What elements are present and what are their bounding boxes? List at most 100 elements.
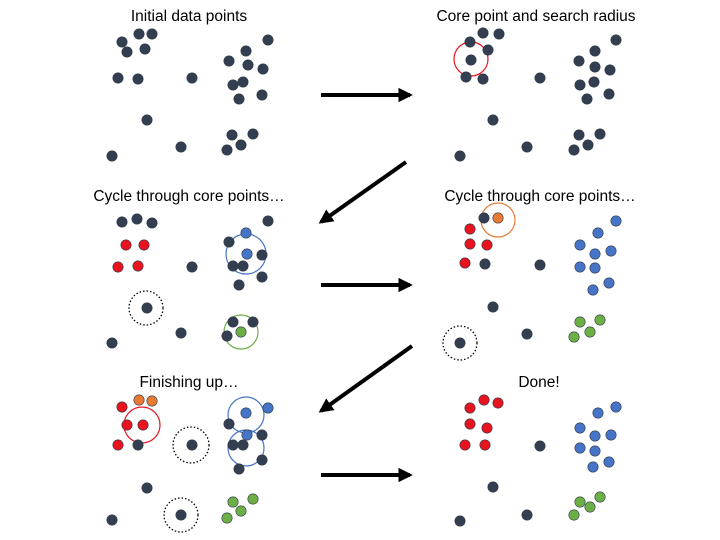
data-point	[262, 215, 274, 227]
data-point	[573, 129, 585, 141]
data-point	[175, 327, 187, 339]
data-point	[492, 212, 504, 224]
data-point	[477, 73, 489, 85]
data-point	[479, 258, 491, 270]
data-point	[132, 73, 144, 85]
data-point	[132, 260, 144, 272]
data-point	[478, 394, 490, 406]
data-point	[464, 223, 476, 235]
data-point	[256, 89, 268, 101]
data-point	[256, 271, 268, 283]
data-point	[464, 418, 476, 430]
data-point	[479, 439, 491, 451]
points-core-point	[454, 27, 622, 162]
data-point	[235, 139, 247, 151]
data-point	[237, 439, 249, 451]
data-point	[589, 45, 601, 57]
data-point	[574, 442, 586, 454]
data-point	[587, 284, 599, 296]
data-point	[227, 439, 239, 451]
data-point	[603, 88, 615, 100]
data-point	[256, 454, 268, 466]
data-point	[237, 76, 249, 88]
data-point	[589, 430, 601, 442]
data-point	[141, 302, 153, 314]
panel-title-finishing: Finishing up…	[139, 374, 238, 391]
data-point	[233, 463, 245, 475]
data-point	[146, 395, 158, 407]
data-point	[146, 28, 158, 40]
data-point	[464, 402, 476, 414]
data-point	[132, 439, 144, 451]
data-point	[257, 63, 269, 75]
panel-title-done: Done!	[518, 374, 559, 391]
data-point	[237, 260, 249, 272]
data-point	[454, 515, 466, 527]
data-point	[610, 401, 622, 413]
data-point	[233, 93, 245, 105]
panel-title-initial: Initial data points	[131, 8, 248, 25]
data-point	[186, 261, 198, 273]
data-point	[574, 422, 586, 434]
data-point	[227, 260, 239, 272]
data-point	[465, 54, 477, 66]
data-point	[139, 43, 151, 55]
data-point	[588, 76, 600, 88]
data-point	[223, 236, 235, 248]
noise-check-ring	[128, 290, 164, 326]
data-point	[106, 337, 118, 349]
data-point	[240, 407, 252, 419]
data-point	[574, 261, 586, 273]
data-point	[138, 239, 150, 251]
data-point	[106, 514, 118, 526]
data-point	[481, 239, 493, 251]
data-point	[605, 429, 617, 441]
data-point	[478, 212, 490, 224]
data-point	[487, 114, 499, 126]
data-point	[227, 496, 239, 508]
data-point	[464, 36, 476, 48]
data-point	[221, 330, 233, 342]
noise-check-ring	[163, 497, 199, 533]
points-initial	[106, 28, 274, 162]
data-point	[492, 397, 504, 409]
data-point	[112, 261, 124, 273]
points-cycle-2	[454, 212, 622, 349]
data-point	[175, 141, 187, 153]
data-point	[487, 301, 499, 313]
data-point	[573, 55, 585, 67]
data-point	[582, 139, 594, 151]
data-point	[141, 482, 153, 494]
data-point	[574, 496, 586, 508]
data-point	[592, 227, 604, 239]
rings-cycle-2	[442, 202, 516, 361]
data-point	[227, 316, 239, 328]
data-point	[594, 491, 606, 503]
data-point	[568, 509, 580, 521]
data-point	[610, 34, 622, 46]
data-point	[603, 456, 615, 468]
data-point	[235, 505, 247, 517]
data-point	[521, 141, 533, 153]
data-point	[221, 512, 233, 524]
data-point	[487, 481, 499, 493]
data-point	[247, 128, 259, 140]
data-point	[116, 216, 128, 228]
data-point	[116, 401, 128, 413]
noise-check-ring	[172, 426, 210, 464]
data-point	[604, 64, 616, 76]
data-point	[534, 259, 546, 271]
data-point	[137, 419, 149, 431]
data-point	[242, 59, 254, 71]
data-point	[584, 326, 596, 338]
noise-check-ring	[442, 325, 478, 361]
data-point	[226, 129, 238, 141]
data-point	[481, 422, 493, 434]
data-point	[482, 44, 494, 56]
data-point	[227, 79, 239, 91]
data-point	[223, 55, 235, 67]
data-point	[175, 509, 187, 521]
data-point	[493, 28, 505, 40]
data-point	[574, 316, 586, 328]
